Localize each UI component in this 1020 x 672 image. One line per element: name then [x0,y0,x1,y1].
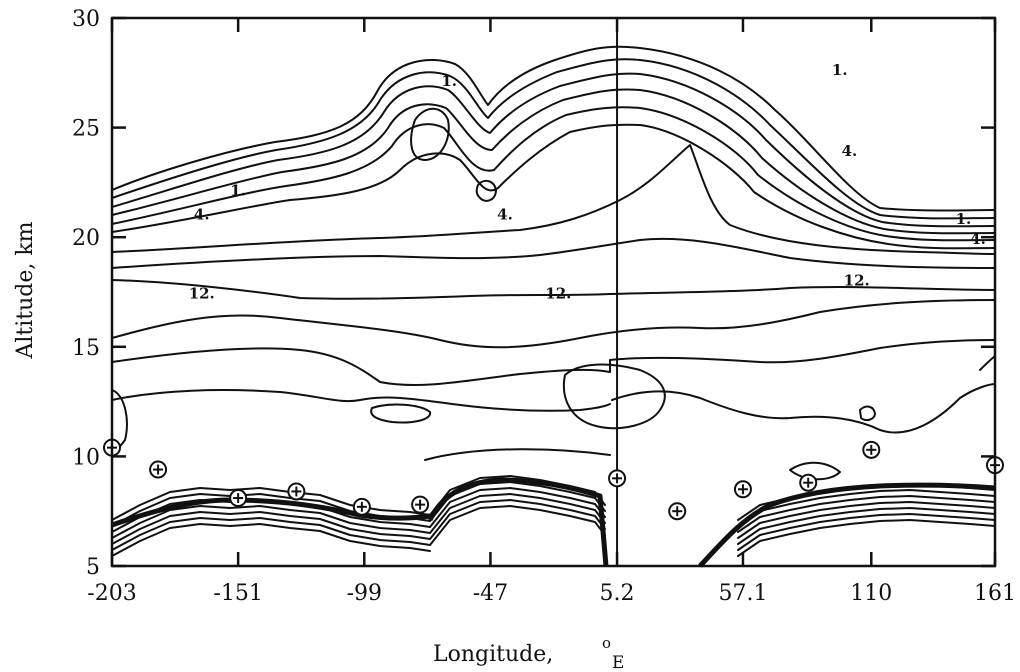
circled-plus-marker [799,473,818,492]
y-tick-label: 5 [86,555,100,580]
circled-plus-marker [733,480,752,499]
contour-label: 1. [441,72,457,90]
terrain-contour [737,519,996,557]
terrain-contour [111,487,431,521]
circled-plus-marker [287,482,306,501]
terrain-contour [111,517,431,551]
x-tick-label: -47 [473,581,508,606]
circled-plus-marker [229,489,248,508]
x-tick-label: 161 [974,581,1016,606]
contour-line [111,58,996,220]
x-tick-label: -151 [213,581,262,606]
contour-labels: 1. 1. 1. 4. 4. 4. 1. 4. 12. 12. 12. [189,61,986,303]
terrain-contour [429,499,606,540]
contour-label: 1. [956,210,972,228]
closed-contour [859,405,876,422]
x-axis-label-superscript: o [602,634,611,652]
circled-plus-marker [411,495,430,514]
y-tick-label: 30 [72,7,100,32]
contour-line [111,237,996,269]
axes: -203 -151 -99 -47 5.2 57.1 110 161 5 10 15 20 25 30 [72,7,1016,606]
contour-line [111,299,996,349]
circled-plus-marker [352,497,371,516]
contour-line [111,88,996,235]
terrain-surface [698,482,996,568]
contour-label: 4. [194,206,210,224]
contour-line [111,106,996,242]
contour-line [111,279,996,300]
closed-contour [979,355,996,371]
surface-markers [103,438,1004,521]
terrain-contour [429,493,606,534]
terrain-contour [111,523,431,557]
contour-label: 4. [842,142,858,160]
y-tick-label: 15 [72,336,100,361]
contour-label: 4. [497,206,513,224]
contour-lines [111,45,996,453]
terrain-contour [737,489,996,527]
terrain-contour [737,501,996,539]
plot-border [110,16,997,568]
contour-line [111,144,996,255]
y-tick-label: 25 [72,117,100,142]
y-tick-label: 10 [72,445,100,470]
contour-label: 12. [189,285,215,303]
x-tick-label: -203 [87,581,136,606]
contour-label: 1. [832,61,848,79]
x-tick-label: 5.2 [600,581,635,606]
contour-line [111,72,996,228]
terrain-contour [429,487,606,528]
x-tick-label: 110 [850,581,892,606]
contour-label: 4. [970,230,986,248]
contour-line [611,383,996,434]
x-axis-label: Longitude, [433,642,553,667]
contour-line [111,123,996,250]
terrain-contour [111,505,431,539]
terrain-contour [737,507,996,545]
circled-plus-marker [149,460,168,479]
contour-label: 12. [545,285,571,303]
y-tick-label: 20 [72,226,100,251]
y-axis-label: Altitude, km [13,221,38,359]
contour-line [111,45,996,212]
terrain-contour [737,513,996,551]
contour-line [111,389,611,412]
circled-plus-marker [668,502,687,521]
circled-plus-marker [862,440,881,459]
terrain-surface [427,477,609,567]
contour-line [111,339,996,386]
terrain-surface [111,497,431,528]
terrain-contour [111,511,431,545]
closed-contour [475,179,497,202]
contour-label: 1. [230,182,246,200]
closed-contour [562,363,666,430]
circled-plus-marker [608,469,627,488]
plot-frame [110,16,997,568]
terrain-contours [111,448,996,568]
terrain-contour [737,495,996,533]
contour-label: 12. [844,271,870,289]
closed-contour [789,461,841,481]
x-axis-label-unit: E [612,653,624,672]
terrain-contour [424,448,611,461]
x-tick-label: 57.1 [718,581,767,606]
x-tick-label: -99 [347,581,382,606]
terrain-contour [429,505,606,546]
closed-contour [410,107,450,161]
closed-contour [370,403,432,424]
